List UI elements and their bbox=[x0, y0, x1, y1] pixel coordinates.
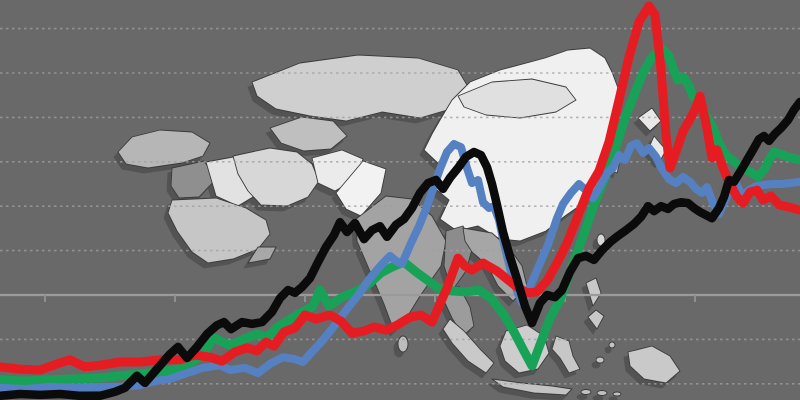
map-region bbox=[580, 389, 592, 395]
map-region bbox=[627, 345, 681, 384]
map-region bbox=[608, 341, 616, 349]
map-region bbox=[251, 54, 471, 122]
map-region bbox=[397, 335, 409, 353]
map-region bbox=[117, 129, 211, 169]
series-red-line bbox=[0, 1, 800, 375]
map-region bbox=[587, 309, 605, 330]
map-region bbox=[247, 246, 277, 264]
map-region bbox=[596, 390, 608, 396]
map-region bbox=[457, 78, 577, 119]
series-black-line bbox=[0, 97, 800, 400]
map-region bbox=[612, 391, 622, 397]
series-green-line bbox=[0, 45, 800, 386]
map-region bbox=[442, 318, 495, 374]
map-region bbox=[595, 356, 605, 364]
map-region bbox=[551, 335, 581, 374]
map-region bbox=[585, 277, 602, 307]
map-region bbox=[335, 160, 387, 217]
